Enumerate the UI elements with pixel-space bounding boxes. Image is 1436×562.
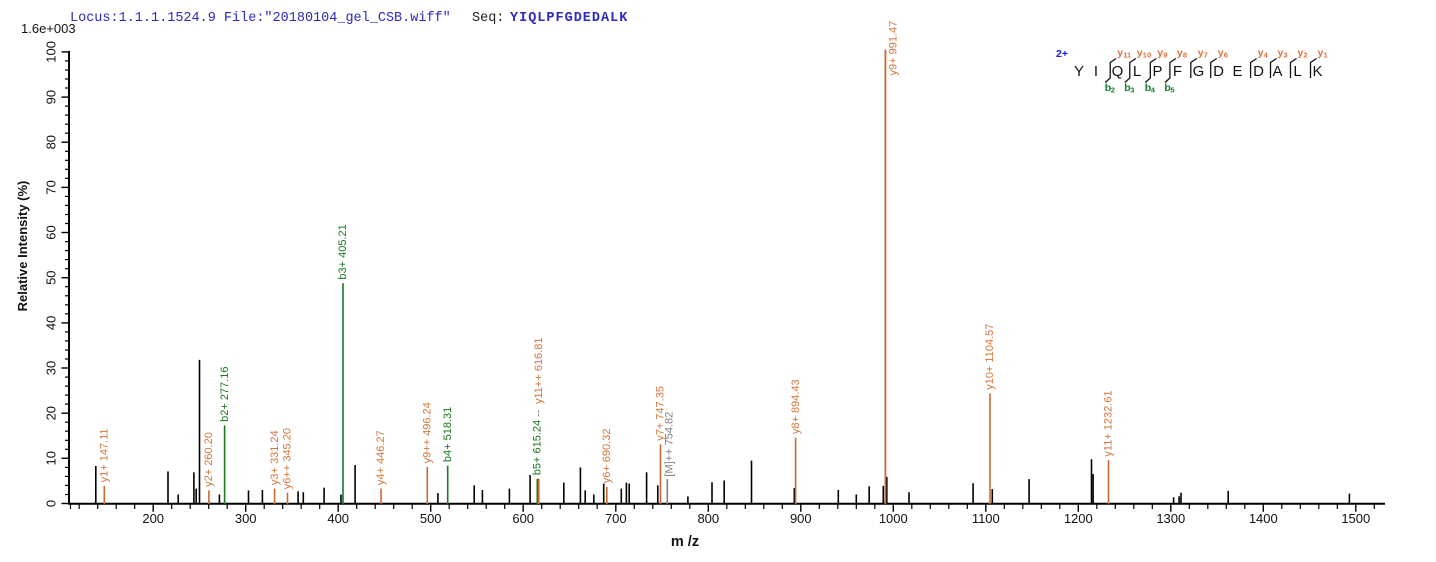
svg-text:1000: 1000: [879, 511, 908, 526]
svg-text:b: b: [1105, 82, 1111, 94]
svg-text:700: 700: [605, 511, 627, 526]
svg-text:y4+ 446.27: y4+ 446.27: [375, 430, 387, 485]
svg-text:11: 11: [1123, 51, 1131, 60]
svg-text:y: y: [1157, 47, 1163, 59]
svg-text:40: 40: [44, 316, 59, 330]
svg-text:b5+ 615.24: b5+ 615.24: [532, 420, 544, 475]
svg-text:Seq:: Seq:: [472, 11, 504, 26]
svg-text:Relative Intensity (%): Relative Intensity (%): [15, 181, 30, 312]
svg-text:--: --: [532, 409, 544, 417]
svg-text:y2+ 260.20: y2+ 260.20: [203, 432, 215, 487]
svg-text:y11++ 616.81: y11++ 616.81: [533, 338, 545, 404]
svg-text:600: 600: [512, 511, 534, 526]
svg-text:y: y: [1177, 47, 1183, 59]
svg-text:2: 2: [1304, 51, 1308, 60]
svg-text:y10+ 1104.57: y10+ 1104.57: [984, 324, 996, 390]
svg-text:YIQLPFGDEDALK: YIQLPFGDEDALK: [510, 11, 628, 26]
svg-text:m /z: m /z: [671, 534, 699, 550]
svg-text:A: A: [1272, 63, 1282, 80]
svg-text:y: y: [1117, 47, 1123, 59]
svg-text:Y: Y: [1074, 63, 1084, 80]
svg-text:D: D: [1213, 63, 1224, 80]
svg-text:Locus:1.1.1.1524.9 File:"20180: Locus:1.1.1.1524.9 File:"20180104_gel_CS…: [70, 11, 451, 26]
svg-text:800: 800: [697, 511, 719, 526]
svg-text:8: 8: [1183, 51, 1187, 60]
svg-text:y: y: [1278, 47, 1284, 59]
svg-text:b: b: [1124, 82, 1130, 94]
svg-text:60: 60: [44, 225, 59, 239]
svg-text:F: F: [1173, 63, 1182, 80]
svg-text:10: 10: [1143, 51, 1151, 60]
svg-text:3: 3: [1130, 86, 1134, 95]
svg-text:E: E: [1232, 63, 1242, 80]
svg-text:100: 100: [44, 41, 59, 63]
svg-text:200: 200: [142, 511, 164, 526]
svg-text:K: K: [1312, 63, 1322, 80]
svg-text:y: y: [1137, 47, 1143, 59]
svg-text:L: L: [1293, 63, 1301, 80]
svg-text:2+: 2+: [1056, 48, 1068, 60]
svg-text:1200: 1200: [1064, 511, 1093, 526]
svg-text:G: G: [1193, 63, 1205, 80]
svg-text:y3+ 331.24: y3+ 331.24: [269, 430, 281, 485]
svg-text:y8+ 894.43: y8+ 894.43: [790, 379, 802, 434]
svg-text:y: y: [1198, 47, 1204, 59]
svg-text:y: y: [1318, 47, 1324, 59]
svg-text:90: 90: [44, 90, 59, 104]
svg-text:P: P: [1152, 63, 1162, 80]
svg-text:[M]++ 754.82: [M]++ 754.82: [663, 412, 675, 477]
svg-text:50: 50: [44, 270, 59, 284]
svg-text:4: 4: [1264, 51, 1269, 60]
svg-text:y6++ 345.20: y6++ 345.20: [282, 428, 294, 489]
svg-text:y1+ 147.11: y1+ 147.11: [99, 428, 111, 482]
svg-text:9: 9: [1163, 51, 1167, 60]
svg-text:2: 2: [1111, 86, 1115, 95]
svg-text:80: 80: [44, 135, 59, 149]
svg-text:b: b: [1164, 82, 1170, 94]
svg-text:70: 70: [44, 180, 59, 194]
svg-text:L: L: [1133, 63, 1141, 80]
svg-text:y9++ 496.24: y9++ 496.24: [422, 402, 434, 463]
svg-text:y11+ 1232.61: y11+ 1232.61: [1103, 390, 1115, 456]
svg-text:b: b: [1145, 82, 1151, 94]
svg-text:4: 4: [1151, 86, 1156, 95]
svg-text:y9+ 991.47: y9+ 991.47: [887, 21, 899, 76]
svg-text:y: y: [1298, 47, 1304, 59]
svg-text:7: 7: [1204, 51, 1208, 60]
svg-text:300: 300: [235, 511, 257, 526]
svg-text:y: y: [1258, 47, 1264, 59]
svg-text:400: 400: [327, 511, 349, 526]
svg-text:500: 500: [420, 511, 442, 526]
svg-text:10: 10: [44, 451, 59, 465]
svg-text:1.6e+003: 1.6e+003: [21, 21, 76, 36]
svg-text:1: 1: [1324, 51, 1328, 60]
svg-text:y7+ 747.35: y7+ 747.35: [655, 386, 667, 441]
svg-text:6: 6: [1224, 51, 1228, 60]
svg-text:3: 3: [1284, 51, 1288, 60]
svg-text:1400: 1400: [1249, 511, 1278, 526]
svg-text:20: 20: [44, 406, 59, 420]
svg-text:b3+ 405.21: b3+ 405.21: [337, 224, 349, 279]
svg-text:1100: 1100: [972, 511, 1000, 526]
svg-text:Q: Q: [1112, 63, 1124, 80]
svg-text:5: 5: [1170, 86, 1174, 95]
svg-text:y6+ 690.32: y6+ 690.32: [601, 429, 613, 484]
svg-text:b4+ 518.31: b4+ 518.31: [442, 407, 454, 462]
svg-text:1300: 1300: [1156, 511, 1185, 526]
svg-text:900: 900: [790, 511, 812, 526]
svg-text:30: 30: [44, 361, 59, 375]
svg-text:D: D: [1253, 63, 1264, 80]
svg-text:I: I: [1094, 63, 1098, 80]
svg-text:1500: 1500: [1341, 511, 1370, 526]
svg-text:b2+ 277.16: b2+ 277.16: [219, 367, 231, 422]
svg-text:y: y: [1218, 47, 1224, 59]
svg-text:0: 0: [44, 500, 59, 507]
